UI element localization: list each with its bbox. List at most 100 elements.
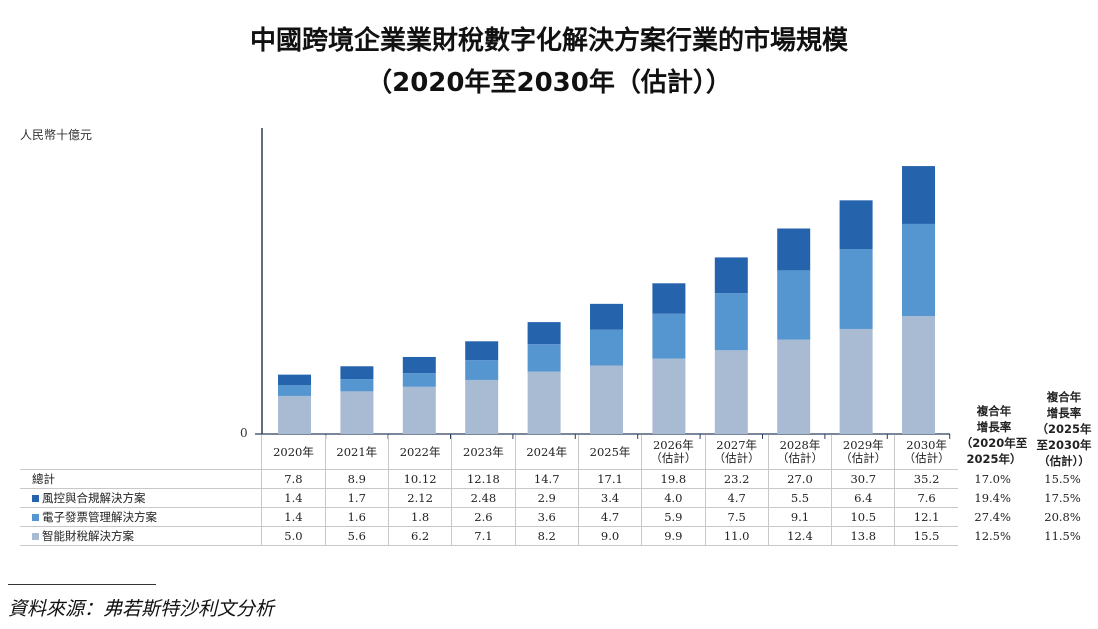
table-row-total-cagr-2020-2025: 17.0% — [974, 472, 1011, 486]
table-row-total-value-0: 7.8 — [261, 469, 326, 489]
table-row-series-2-value-5: 3.4 — [577, 488, 642, 508]
table-row-total-value-1: 8.9 — [324, 469, 389, 489]
table-row-series-2-cagr-2020-2025: 19.4% — [974, 491, 1011, 505]
table-row-total-value-5: 17.1 — [577, 469, 642, 489]
bar-segment-s2-c4 — [527, 322, 561, 345]
x-tick-label-2: 2022年 — [387, 435, 452, 470]
table-row-series-2-value-4: 2.9 — [514, 488, 579, 508]
table-row-series-1-value-8: 9.1 — [767, 507, 832, 527]
table-row-total-value-7: 23.2 — [704, 469, 769, 489]
table-row-series-2-value-10: 7.6 — [894, 488, 958, 508]
x-tick-label-10: 2030年 （估計） — [894, 435, 958, 470]
source-divider — [8, 584, 156, 585]
table-row-series-0-value-5: 9.0 — [577, 526, 642, 546]
table-row-series-0: 智能財稅解決方案 5.0 5.6 6.2 7.1 8.2 9.0 9.9 11.0 12.4 13.… — [20, 526, 1098, 546]
table-row-series-2-value-3: 2.48 — [451, 488, 516, 508]
cagr-header-2025-2030: 複合年 增長率 （2025年 至2030年 （估計）） — [1036, 390, 1092, 468]
x-tick-label-0: 2020年 — [261, 435, 326, 470]
table-row-series-1-value-0: 1.4 — [261, 507, 326, 527]
table-row-series-1-value-7: 7.5 — [704, 507, 769, 527]
table-row-total-value-3: 12.18 — [451, 469, 516, 489]
bar-segment-s1-c6 — [652, 313, 686, 359]
bar-segment-s2-c0 — [278, 374, 311, 386]
bar-segment-s1-c8 — [777, 270, 811, 340]
bar-segment-s2-c1 — [340, 366, 374, 380]
table-row-total-value-9: 30.7 — [831, 469, 895, 489]
bar-segment-s1-c5 — [590, 329, 623, 366]
table-row-series-2-value-7: 4.7 — [704, 488, 769, 508]
table-row-total-value-10: 35.2 — [894, 469, 958, 489]
legend-swatch — [32, 514, 39, 521]
bar-segment-s0-c9 — [839, 328, 873, 434]
table-row-total-value-2: 10.12 — [387, 469, 452, 489]
table-row-series-0-value-3: 7.1 — [451, 526, 516, 546]
bar-segment-s0-c2 — [402, 386, 436, 434]
bar-segment-s2-c8 — [777, 228, 811, 271]
bar-segment-s2-c2 — [402, 356, 436, 374]
chart-title-line2: （2020年至2030年（估計）） — [366, 68, 732, 98]
bar-segment-s0-c1 — [340, 391, 374, 434]
table-row-series-2-value-0: 1.4 — [261, 488, 326, 508]
table-row-series-0-value-0: 5.0 — [261, 526, 326, 546]
x-tick-label-8: 2028年 （估計） — [767, 435, 832, 470]
bar-segment-s1-c2 — [402, 373, 436, 387]
table-row-series-1: 電子發票管理解決方案 1.4 1.6 1.8 2.6 3.6 4.7 5.9 7.5 9.1 10.… — [20, 507, 1098, 527]
table-row-total-value-8: 27.0 — [767, 469, 832, 489]
bar-segment-s0-c3 — [465, 379, 499, 434]
bar-segment-s0-c7 — [714, 350, 748, 434]
bar-segment-s1-c7 — [714, 293, 748, 351]
table-row-series-1-value-4: 3.6 — [514, 507, 579, 527]
bar-segment-s1-c1 — [340, 379, 374, 392]
x-tick-label-5: 2025年 — [577, 435, 642, 470]
table-row-total-value-4: 14.7 — [514, 469, 579, 489]
bar-segment-s2-c10 — [902, 166, 935, 224]
x-tick-label-4: 2024年 — [514, 435, 579, 470]
table-row-series-1-value-5: 4.7 — [577, 507, 642, 527]
bar-segment-s0-c8 — [777, 339, 811, 434]
table-row-series-0-value-10: 15.5 — [894, 526, 958, 546]
legend-swatch — [32, 495, 39, 502]
bar-segment-s1-c9 — [839, 249, 873, 329]
table-row-series-2-value-2: 2.12 — [387, 488, 452, 508]
legend-swatch — [32, 533, 39, 540]
bar-segment-s0-c0 — [278, 395, 311, 434]
table-row-series-0-value-8: 12.4 — [767, 526, 832, 546]
table-row-series-0-value-2: 6.2 — [387, 526, 452, 546]
bar-segment-s1-c0 — [278, 385, 311, 396]
table-row-series-1-value-9: 10.5 — [831, 507, 895, 527]
table-row-series-2: 風控與合規解決方案 1.4 1.7 2.12 2.48 2.9 3.4 4.0 4.7 5.5 6.… — [20, 488, 1098, 508]
table-row-total-label: 總計 — [20, 469, 262, 489]
data-table: 2020年 2021年 2022年 2023年 2024年 2025年 2026年 （估計） 2… — [20, 435, 1098, 546]
y-axis-zero-label: 0 — [240, 426, 248, 440]
table-row-series-0-value-9: 13.8 — [831, 526, 895, 546]
source-note: 資料來源：弗若斯特沙利文分析 — [8, 598, 275, 620]
bar-segment-s1-c4 — [527, 344, 561, 372]
bar-segment-s1-c10 — [902, 223, 935, 317]
x-tick-label-6: 2026年 （估計） — [641, 435, 706, 470]
bar-segment-s0-c6 — [652, 358, 686, 434]
table-header-row: 2020年 2021年 2022年 2023年 2024年 2025年 2026年 （估計） 2… — [20, 435, 1098, 470]
table-row-series-1-value-10: 12.1 — [894, 507, 958, 527]
bar-segment-s2-c5 — [590, 303, 623, 330]
table-row-series-2-value-8: 5.5 — [767, 488, 832, 508]
y-axis-unit-label: 人民幣十億元 — [20, 128, 93, 142]
table-row-series-2-value-9: 6.4 — [831, 488, 895, 508]
bar-segment-s2-c7 — [714, 257, 748, 294]
x-tick-label-3: 2023年 — [451, 435, 516, 470]
bar-segment-s2-c6 — [652, 283, 686, 314]
bar-segment-s2-c9 — [839, 200, 873, 250]
table-row-total: 總計 7.8 8.9 10.12 12.18 14.7 17.1 19.8 23.2 27.0 30… — [20, 469, 1098, 489]
table-row-series-1-cagr-2020-2025: 27.4% — [974, 510, 1011, 524]
table-row-series-0-value-1: 5.6 — [324, 526, 389, 546]
table-row-series-2-value-1: 1.7 — [324, 488, 389, 508]
table-row-series-0-cagr-2025-2030: 11.5% — [1044, 529, 1081, 543]
table-row-series-0-cagr-2020-2025: 12.5% — [974, 529, 1011, 543]
table-row-series-0-value-7: 11.0 — [704, 526, 769, 546]
table-row-series-2-label: 風控與合規解決方案 — [20, 488, 262, 508]
table-row-series-2-value-6: 4.0 — [641, 488, 706, 508]
bar-segment-s1-c3 — [465, 360, 499, 380]
bar-segment-s0-c4 — [527, 371, 561, 434]
table-row-series-0-value-6: 9.9 — [641, 526, 706, 546]
table-row-series-1-value-2: 1.8 — [387, 507, 452, 527]
